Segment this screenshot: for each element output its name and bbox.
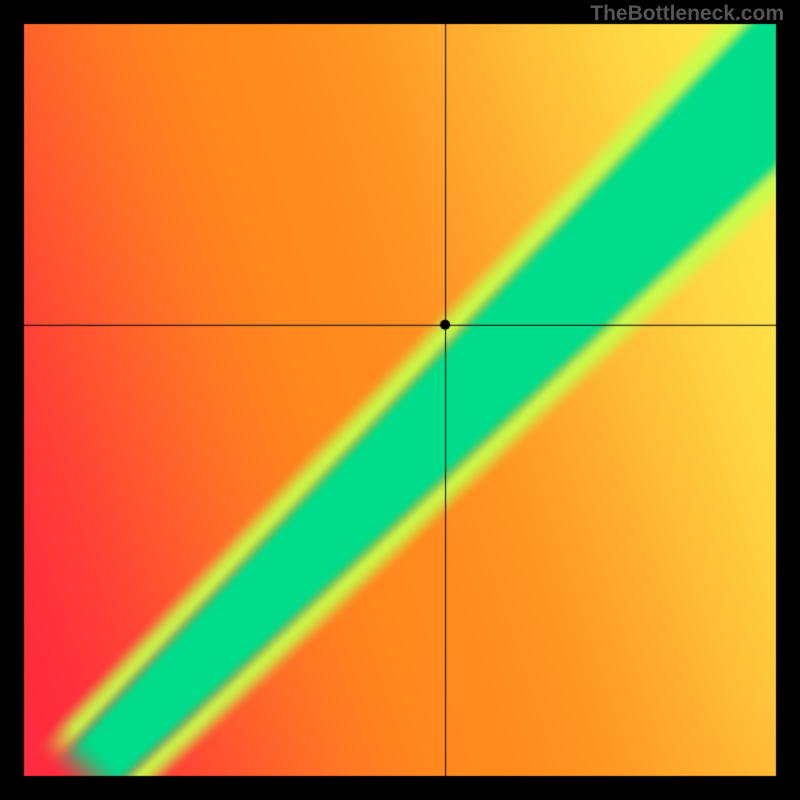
heatmap-canvas [0,0,800,800]
watermark-text: TheBottleneck.com [590,2,784,26]
chart-container: TheBottleneck.com [0,0,800,800]
